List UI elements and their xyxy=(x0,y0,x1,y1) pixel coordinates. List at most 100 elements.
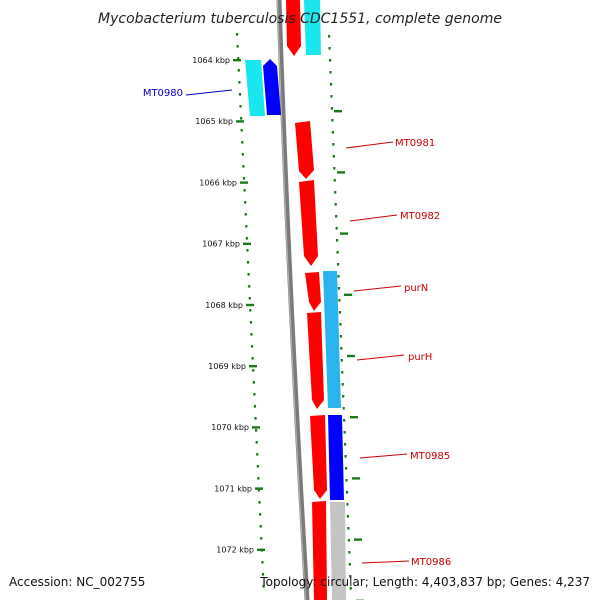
gene-leader-line xyxy=(361,560,410,564)
ruler-dot xyxy=(238,93,242,96)
ruler-dot xyxy=(348,551,351,554)
ruler-dot xyxy=(347,527,350,530)
ruler-dot xyxy=(241,141,244,144)
ruler-dot xyxy=(243,189,246,192)
gene-labels: MT0980 MT0981 MT0982 purN purH MT0985 MT0986 xyxy=(143,88,451,568)
kbp-tick-label: 1066 kbp xyxy=(199,178,237,187)
gene-feature-purN[interactable] xyxy=(305,272,321,311)
ruler-dot xyxy=(259,513,262,516)
gene-feature-mt0986-gray[interactable] xyxy=(330,502,346,600)
gene-label-mt0982[interactable]: MT0982 xyxy=(400,211,440,222)
ruler-dot xyxy=(257,489,261,492)
ruler-dot xyxy=(334,191,337,194)
ruler-dot xyxy=(337,275,340,278)
ruler-dot xyxy=(245,225,248,228)
ruler-dot xyxy=(254,417,257,420)
kbp-tick-label: 1064 kbp xyxy=(192,56,230,65)
ruler-dot xyxy=(252,381,255,384)
ruler-dot xyxy=(261,561,264,564)
ruler-dot xyxy=(244,213,247,216)
ruler-dot xyxy=(257,477,260,480)
ruler-dot xyxy=(249,321,253,324)
gene-feature-top-cyan[interactable] xyxy=(304,0,321,55)
ruler-dot xyxy=(347,539,350,542)
gene-leader-line xyxy=(345,141,394,149)
kbp-tick-mark xyxy=(246,303,254,307)
ruler-dot xyxy=(330,95,333,98)
ruler-dot xyxy=(240,117,243,120)
gene-label-mt0981[interactable]: MT0981 xyxy=(395,138,435,149)
ruler-dot xyxy=(241,153,244,156)
ruler-dot xyxy=(328,59,332,62)
ruler-dot xyxy=(342,407,345,410)
ruler-dot xyxy=(260,537,263,540)
gene-label-mt0980[interactable]: MT0980 xyxy=(143,88,183,99)
ruler-dot xyxy=(343,431,346,434)
ruler-dot xyxy=(344,467,348,470)
genome-title: Mycobacterium tuberculosis CDC1551, comp… xyxy=(98,11,502,27)
gene-label-purn[interactable]: purN xyxy=(404,283,428,294)
ruler-dot xyxy=(329,71,332,74)
kbp-tick-label: 1070 kbp xyxy=(211,423,249,432)
gene-label-purh[interactable]: purH xyxy=(408,352,432,363)
ruler-dot xyxy=(332,143,335,146)
kbp-tick-mark xyxy=(236,120,244,123)
kbp-tick-mark-right xyxy=(350,416,358,419)
kbp-ticks: 1064 kbp 1065 kbp 1066 kbp 1067 kbp 1068 kbp… xyxy=(192,56,364,600)
gene-feature-mt0985[interactable] xyxy=(310,415,327,499)
ruler-dot xyxy=(346,503,349,506)
genome-backbone-arc xyxy=(276,0,310,600)
tick-ruler-left xyxy=(236,33,265,588)
ruler-dot xyxy=(237,57,240,60)
kbp-tick-mark-right xyxy=(352,477,360,480)
gene-feature-mt0986[interactable] xyxy=(312,501,327,600)
ruler-dot xyxy=(258,501,261,504)
ruler-dot xyxy=(246,249,249,252)
ruler-dot xyxy=(236,33,239,36)
gene-feature-purH[interactable] xyxy=(307,312,324,409)
ruler-dot xyxy=(343,419,346,422)
ruler-dot xyxy=(252,369,255,372)
kbp-tick-mark-right xyxy=(340,232,348,235)
kbp-tick-mark xyxy=(233,59,241,62)
kbp-tick-mark-right xyxy=(347,354,355,358)
ruler-dot xyxy=(245,237,248,240)
ruler-dot xyxy=(251,357,254,360)
ruler-dot xyxy=(348,563,351,566)
gene-leader-line xyxy=(356,354,405,361)
ruler-dot xyxy=(344,455,347,458)
ruler-dot xyxy=(346,515,350,518)
gene-feature-mt0982[interactable] xyxy=(299,180,318,266)
kbp-tick-label: 1071 kbp xyxy=(214,484,252,493)
gene-feature-mt0985-reverse[interactable] xyxy=(328,415,344,500)
gene-leader-line xyxy=(185,89,233,96)
kbp-tick-mark xyxy=(240,181,248,184)
kbp-tick-label: 1069 kbp xyxy=(208,362,246,371)
ruler-dot xyxy=(255,441,258,444)
kbp-tick-mark-right xyxy=(337,171,345,174)
gene-feature-purN-sky[interactable] xyxy=(323,271,341,408)
ruler-dot xyxy=(328,35,331,38)
ruler-dot xyxy=(345,491,349,494)
ruler-dot xyxy=(329,83,333,86)
ruler-dot xyxy=(331,119,334,122)
tick-ruler-right xyxy=(328,35,352,590)
gene-feature-top-forward[interactable] xyxy=(286,0,301,56)
kbp-tick-mark xyxy=(255,487,263,490)
ruler-dot xyxy=(339,323,342,326)
ruler-dot xyxy=(253,405,257,408)
ruler-dot xyxy=(259,525,262,528)
ruler-dot xyxy=(242,177,246,180)
ruler-dot xyxy=(332,155,335,158)
gene-feature-mt0980-cyan[interactable] xyxy=(245,60,265,116)
gene-label-mt0985[interactable]: MT0985 xyxy=(410,451,450,462)
gene-feature-mt0980-reverse[interactable] xyxy=(263,59,281,115)
ruler-dot xyxy=(336,263,340,266)
ruler-dot xyxy=(349,575,352,578)
ruler-dot xyxy=(246,261,250,264)
gene-leader-line xyxy=(353,285,402,292)
gene-label-mt0986[interactable]: MT0986 xyxy=(411,557,451,568)
gene-feature-mt0981[interactable] xyxy=(295,121,314,179)
ruler-dot xyxy=(254,429,258,432)
